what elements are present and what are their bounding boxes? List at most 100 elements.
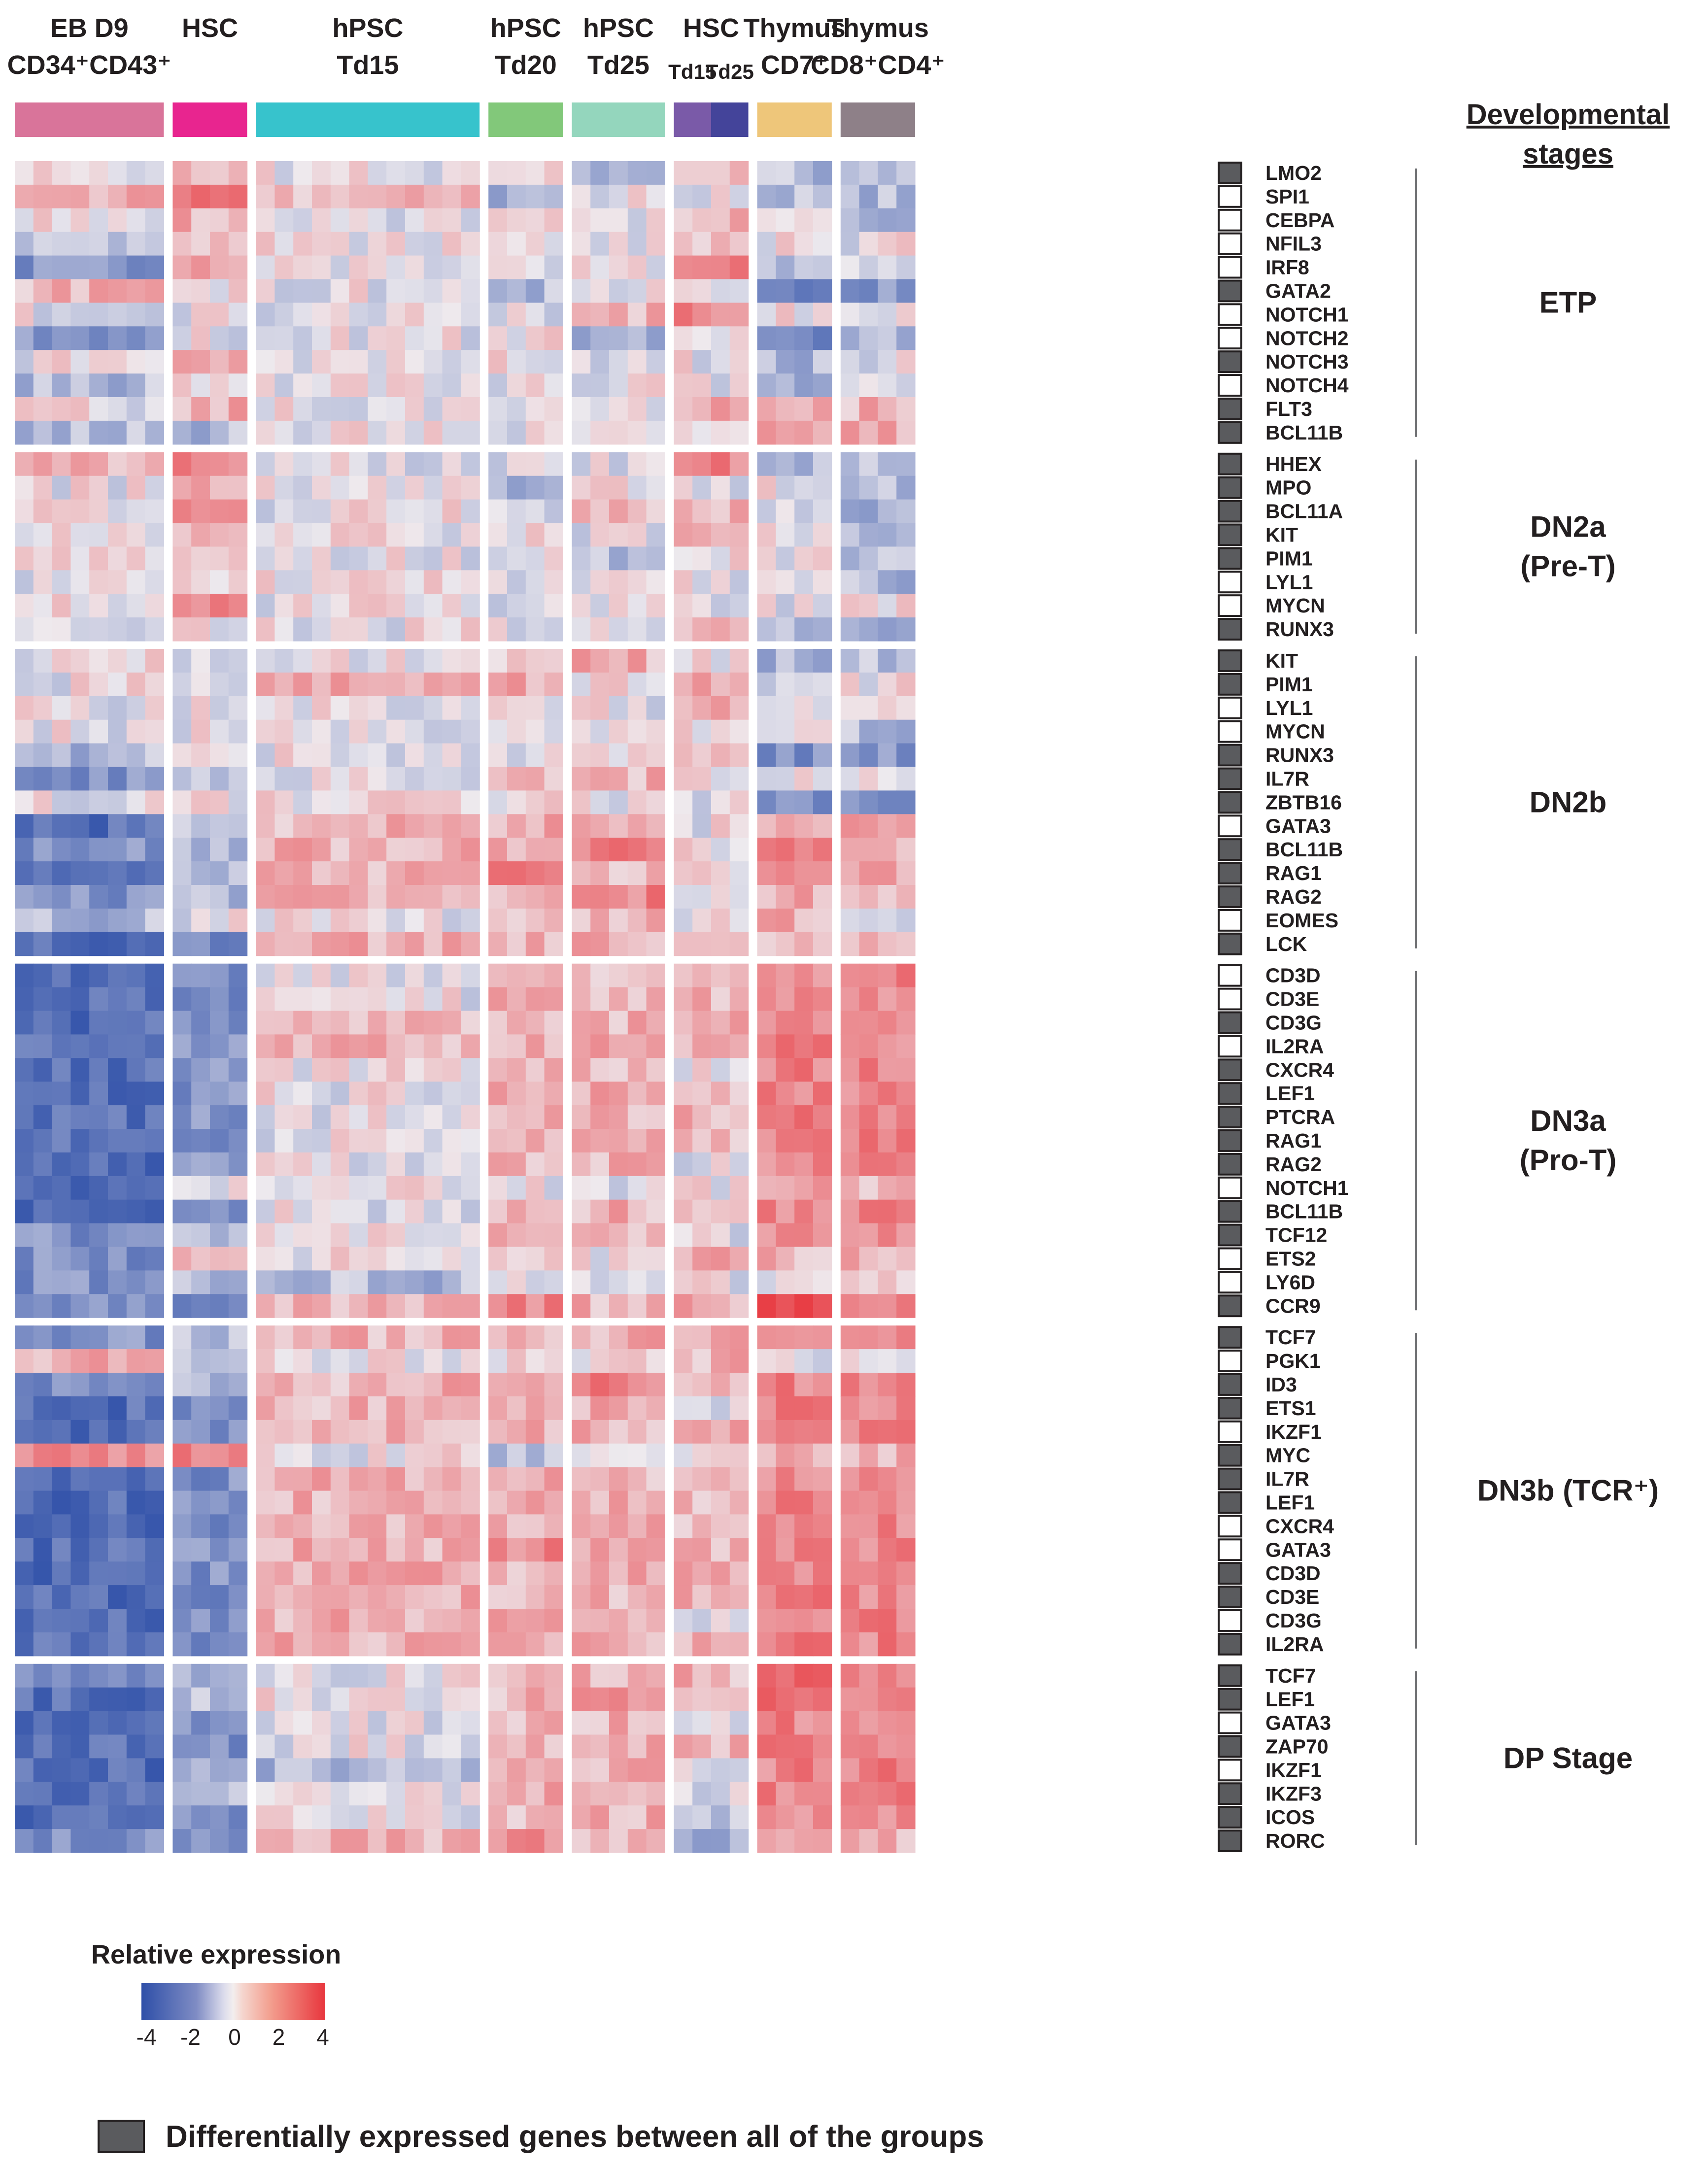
heatmap-cell	[293, 326, 312, 350]
heatmap-cell	[405, 649, 424, 673]
heatmap-cell	[794, 1152, 814, 1177]
heatmap-cell	[349, 1373, 368, 1397]
heatmap-cell	[256, 719, 275, 744]
heatmap-cell	[840, 672, 860, 697]
heatmap-cell	[627, 1082, 647, 1106]
heatmap-cell	[461, 1443, 480, 1468]
heatmap-cell	[442, 1294, 461, 1318]
heatmap-cell	[674, 987, 693, 1012]
heatmap-cell	[896, 373, 916, 398]
de-indicator	[1218, 1058, 1242, 1082]
heatmap-cell	[126, 499, 146, 524]
heatmap-cell	[386, 1396, 406, 1421]
heatmap-cell	[896, 1443, 916, 1468]
heatmap-cell	[488, 885, 508, 909]
heatmap-cell	[312, 161, 331, 185]
heatmap-cell	[590, 617, 610, 642]
heatmap-cell	[52, 1443, 71, 1468]
heatmap-cell	[423, 932, 443, 956]
heatmap-cell	[256, 232, 275, 256]
heatmap-cell	[757, 1687, 776, 1712]
heatmap-cell	[191, 420, 210, 445]
heatmap-cell	[330, 1663, 350, 1688]
heatmap-cell	[878, 1270, 897, 1294]
heatmap-cell	[386, 499, 406, 524]
heatmap-cell	[878, 452, 897, 476]
heatmap-cell	[52, 1082, 71, 1106]
heatmap-cell	[70, 932, 90, 956]
heatmap-cell	[274, 523, 294, 547]
heatmap-cell	[368, 1663, 387, 1688]
heatmap-cell	[145, 373, 164, 398]
heatmap-cell	[228, 303, 248, 327]
heatmap-cell	[368, 767, 387, 791]
heatmap-cell	[349, 1270, 368, 1294]
heatmap-cell	[108, 1758, 127, 1782]
heatmap-cell	[386, 814, 406, 838]
heatmap-cell	[609, 1034, 628, 1058]
heatmap-cell	[646, 475, 665, 500]
heatmap-cell	[274, 397, 294, 421]
heatmap-cell	[840, 987, 860, 1012]
heatmap-cell	[89, 1734, 108, 1759]
heatmap-cell	[210, 1711, 229, 1735]
heatmap-cell	[757, 1082, 776, 1106]
heatmap-cell	[646, 326, 665, 350]
heatmap-cell	[210, 617, 229, 642]
heatmap-cell	[692, 1247, 712, 1271]
heatmap-cell	[172, 1782, 192, 1806]
heatmap-cell	[256, 861, 275, 885]
heatmap-cell	[172, 499, 192, 524]
heatmap-cell	[507, 838, 526, 862]
heatmap-cell	[674, 1176, 693, 1200]
heatmap-cell	[711, 1538, 730, 1562]
heatmap-cell	[859, 1325, 878, 1350]
heatmap-cell	[172, 1247, 192, 1271]
heatmap-cell	[386, 1373, 406, 1397]
heatmap-cell	[878, 1632, 897, 1657]
heatmap-cell	[488, 1105, 508, 1129]
heatmap-cell	[711, 1734, 730, 1759]
heatmap-cell	[108, 1734, 127, 1759]
heatmap-cell	[126, 1782, 146, 1806]
heatmap-cell	[52, 1514, 71, 1538]
heatmap-cell	[896, 1609, 916, 1633]
heatmap-cell	[507, 1805, 526, 1829]
heatmap-cell	[711, 1294, 730, 1318]
heatmap-cell	[646, 908, 665, 933]
heatmap-cell	[145, 861, 164, 885]
heatmap-cell	[172, 1011, 192, 1035]
heatmap-cell	[896, 326, 916, 350]
heatmap-cell	[692, 861, 712, 885]
gene-label: HHEX	[1265, 453, 1322, 475]
heatmap-cell	[646, 672, 665, 697]
heatmap-cell	[674, 1734, 693, 1759]
heatmap-cell	[228, 232, 248, 256]
heatmap-cell	[52, 1561, 71, 1586]
heatmap-cell	[423, 963, 443, 988]
heatmap-cell	[776, 696, 795, 720]
heatmap-cell	[70, 1058, 90, 1082]
heatmap-cell	[423, 1711, 443, 1735]
heatmap-cell	[228, 1711, 248, 1735]
heatmap-cell	[368, 523, 387, 547]
heatmap-cell	[896, 1082, 916, 1106]
heatmap-cell	[461, 1325, 480, 1350]
gene-label: IKZF3	[1265, 1782, 1322, 1805]
footnote: Differentially expressed genes between a…	[98, 2120, 984, 2154]
heatmap-cell	[859, 814, 878, 838]
heatmap-cell	[33, 1805, 53, 1829]
heatmap-cell	[572, 1223, 591, 1248]
heatmap-cell	[330, 838, 350, 862]
heatmap-cell	[794, 1325, 814, 1350]
heatmap-cell	[33, 767, 53, 791]
heatmap-cell	[368, 1609, 387, 1633]
heatmap-cell	[757, 1270, 776, 1294]
heatmap-cell	[442, 161, 461, 185]
heatmap-cell	[70, 1034, 90, 1058]
heatmap-cell	[228, 1538, 248, 1562]
heatmap-cell	[525, 452, 545, 476]
heatmap-cell	[729, 885, 749, 909]
heatmap-cell	[813, 594, 832, 618]
